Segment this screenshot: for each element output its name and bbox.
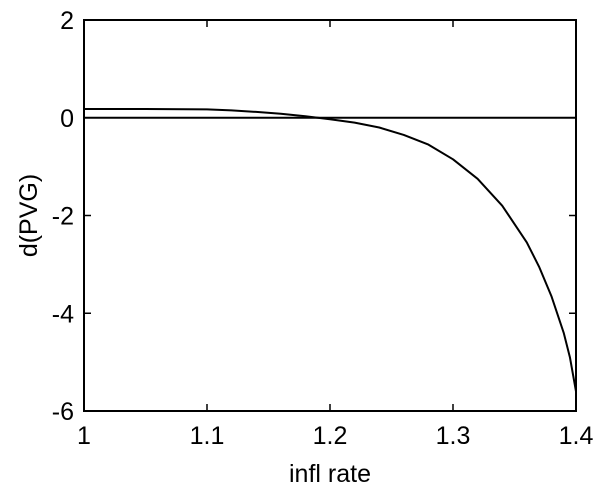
y-tick-label-0: 2 xyxy=(60,7,74,35)
x-tick-label-3: 1.3 xyxy=(436,422,471,450)
series-layer xyxy=(84,108,577,392)
x-tick-labels: 1 1.1 1.2 1.3 1.4 xyxy=(77,422,593,450)
x-axis-label: infl rate xyxy=(289,460,371,488)
series-line-0 xyxy=(84,108,577,392)
x-tick-label-2: 1.2 xyxy=(313,422,348,450)
y-tick-labels: 2 0 -2 -4 -6 xyxy=(52,7,74,426)
y-tick-label-2: -2 xyxy=(52,203,74,231)
y-tick-label-3: -4 xyxy=(52,300,74,328)
y-tick-label-4: -6 xyxy=(52,398,74,426)
x-tick-label-4: 1.4 xyxy=(559,422,594,450)
y-tick-label-1: 0 xyxy=(60,105,74,133)
tick-marks xyxy=(83,19,577,412)
x-tick-label-1: 1.1 xyxy=(190,422,225,450)
plot-frame xyxy=(83,19,577,412)
x-tick-label-0: 1 xyxy=(77,422,91,450)
y-axis-label: d(PVG) xyxy=(15,174,43,257)
